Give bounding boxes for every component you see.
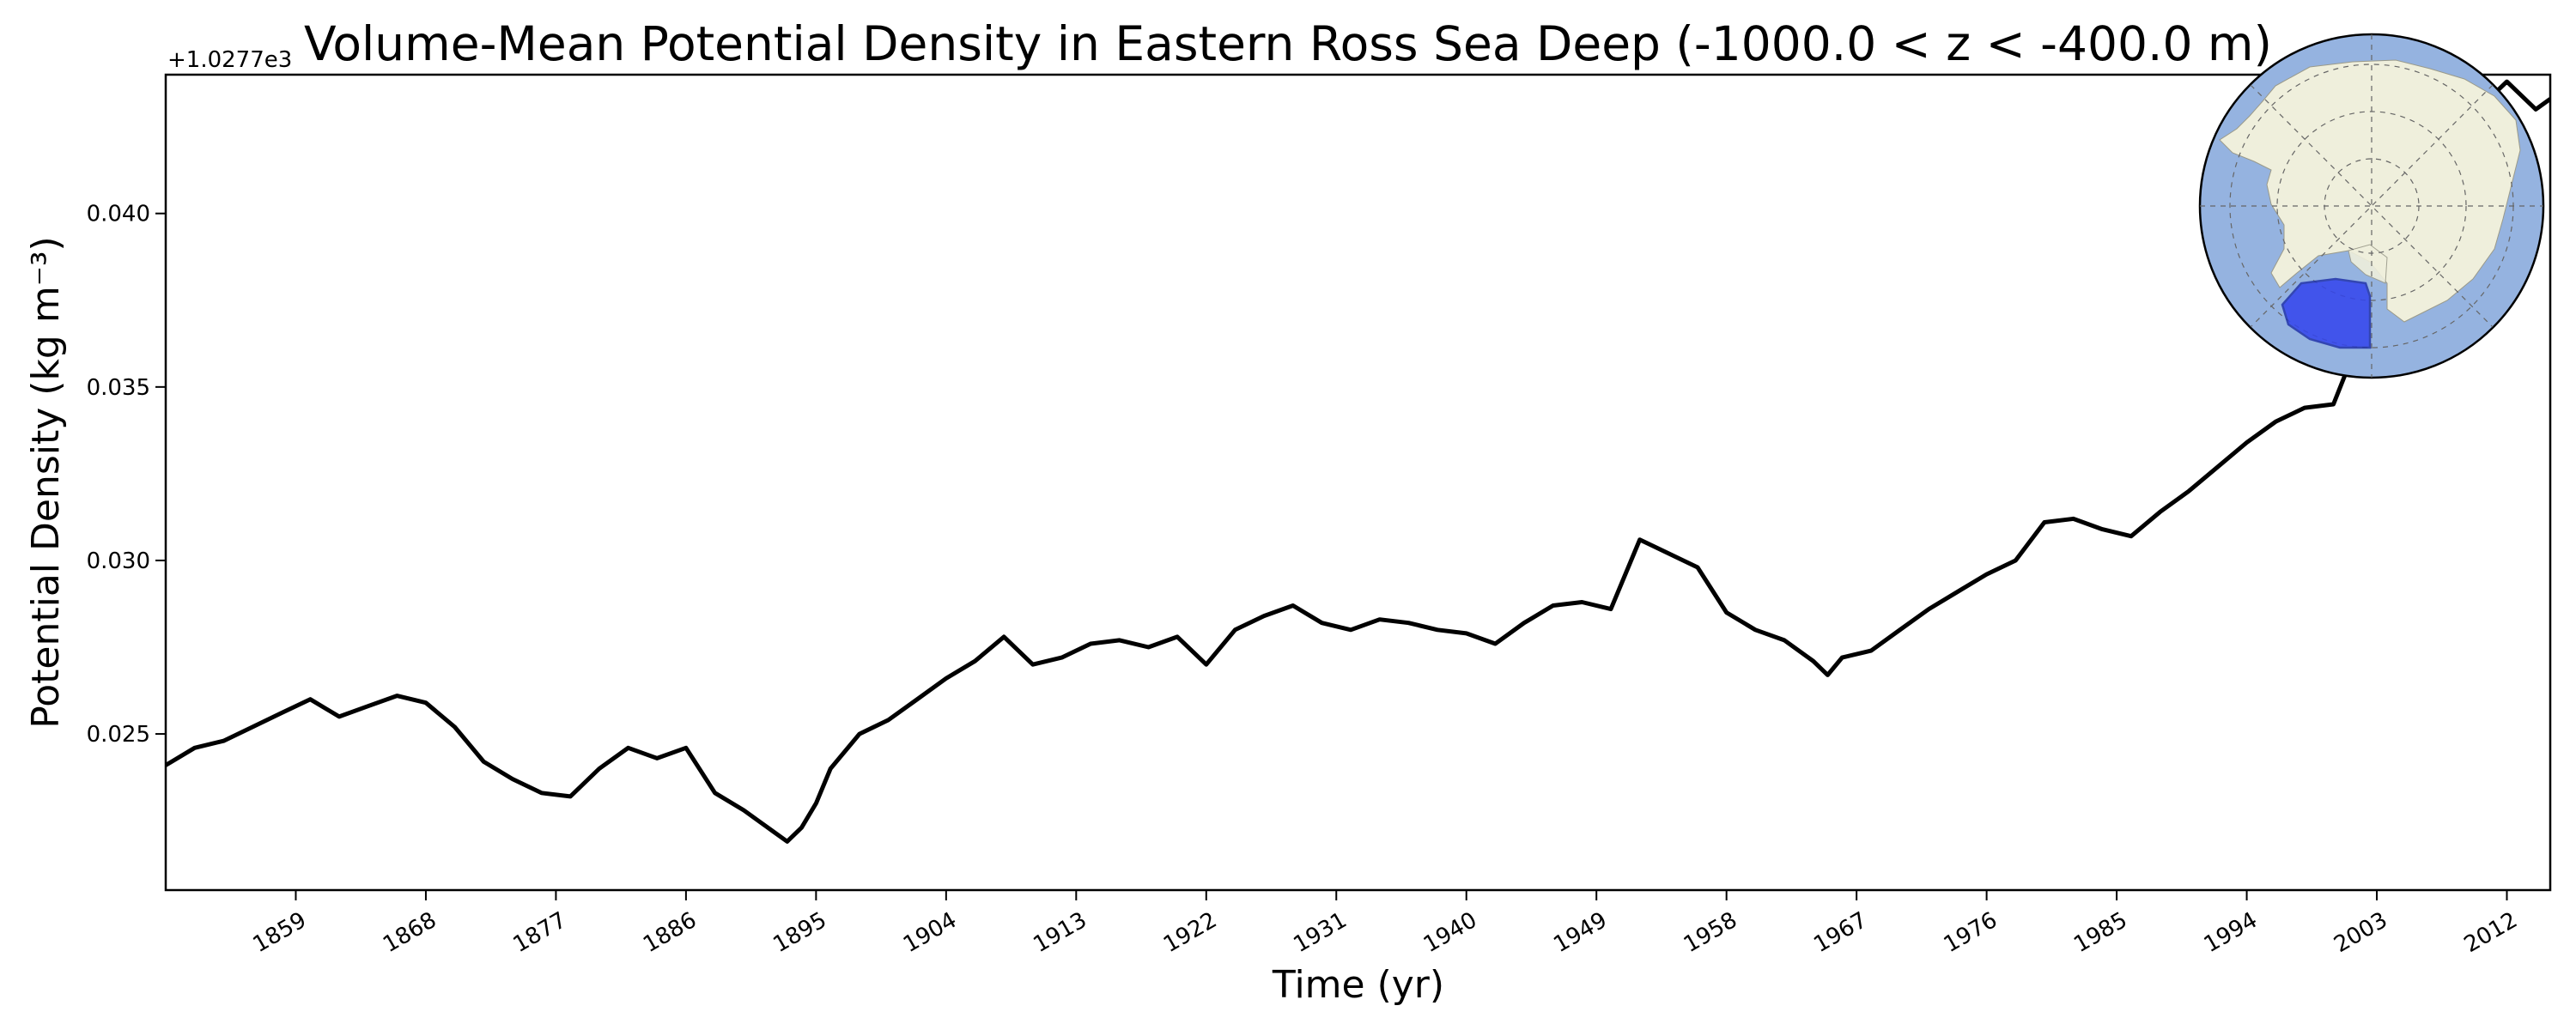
x-tick-label: 1985 <box>2069 907 2131 958</box>
y-tick-label: 0.040 <box>87 202 150 227</box>
x-tick-label: 1877 <box>509 907 571 958</box>
x-tick-label: 1976 <box>1940 907 2002 958</box>
x-tick-label: 2012 <box>2460 907 2522 958</box>
axes-frame <box>164 73 2552 892</box>
y-tick-label: 0.025 <box>87 722 150 748</box>
x-tick-label: 2003 <box>2330 907 2391 958</box>
x-tick-label: 1886 <box>639 907 701 958</box>
x-tick-label: 1949 <box>1549 907 1611 958</box>
x-tick-group: 1859 1868 1877 1886 1895 1904 1913 1922 1931 1940… <box>249 890 2522 958</box>
x-tick-label: 1994 <box>2200 907 2262 958</box>
x-tick-label: 1895 <box>769 907 831 958</box>
plot-area <box>166 79 2550 844</box>
inset-map <box>2198 33 2545 379</box>
x-axis-label: Time (yr) <box>1272 963 1444 1007</box>
series-line <box>166 79 2550 844</box>
map-region-eastern-ross-sea <box>2281 277 2372 349</box>
map-graticule <box>2200 34 2543 378</box>
x-tick-label: 1967 <box>1809 907 1871 958</box>
x-tick-label: 1868 <box>379 907 440 958</box>
y-tick-group: 0.025 0.030 0.035 0.040 <box>87 202 166 748</box>
x-tick-label: 1913 <box>1030 907 1091 958</box>
y-offset-label: +1.0277e3 <box>167 47 292 73</box>
x-tick-label: 1922 <box>1159 907 1221 958</box>
x-tick-label: 1940 <box>1419 907 1481 958</box>
map-ice-shelf <box>2348 244 2388 284</box>
x-tick-label: 1904 <box>899 907 961 958</box>
y-tick-label: 0.035 <box>87 375 150 401</box>
x-tick-label: 1859 <box>249 907 311 958</box>
y-axis-label: Potential Density (kg m⁻³) <box>24 236 68 728</box>
x-tick-label: 1931 <box>1289 907 1351 958</box>
x-tick-label: 1958 <box>1680 907 1741 958</box>
y-tick-label: 0.030 <box>87 548 150 574</box>
chart-title: Volume-Mean Potential Density in Eastern… <box>304 16 2272 71</box>
